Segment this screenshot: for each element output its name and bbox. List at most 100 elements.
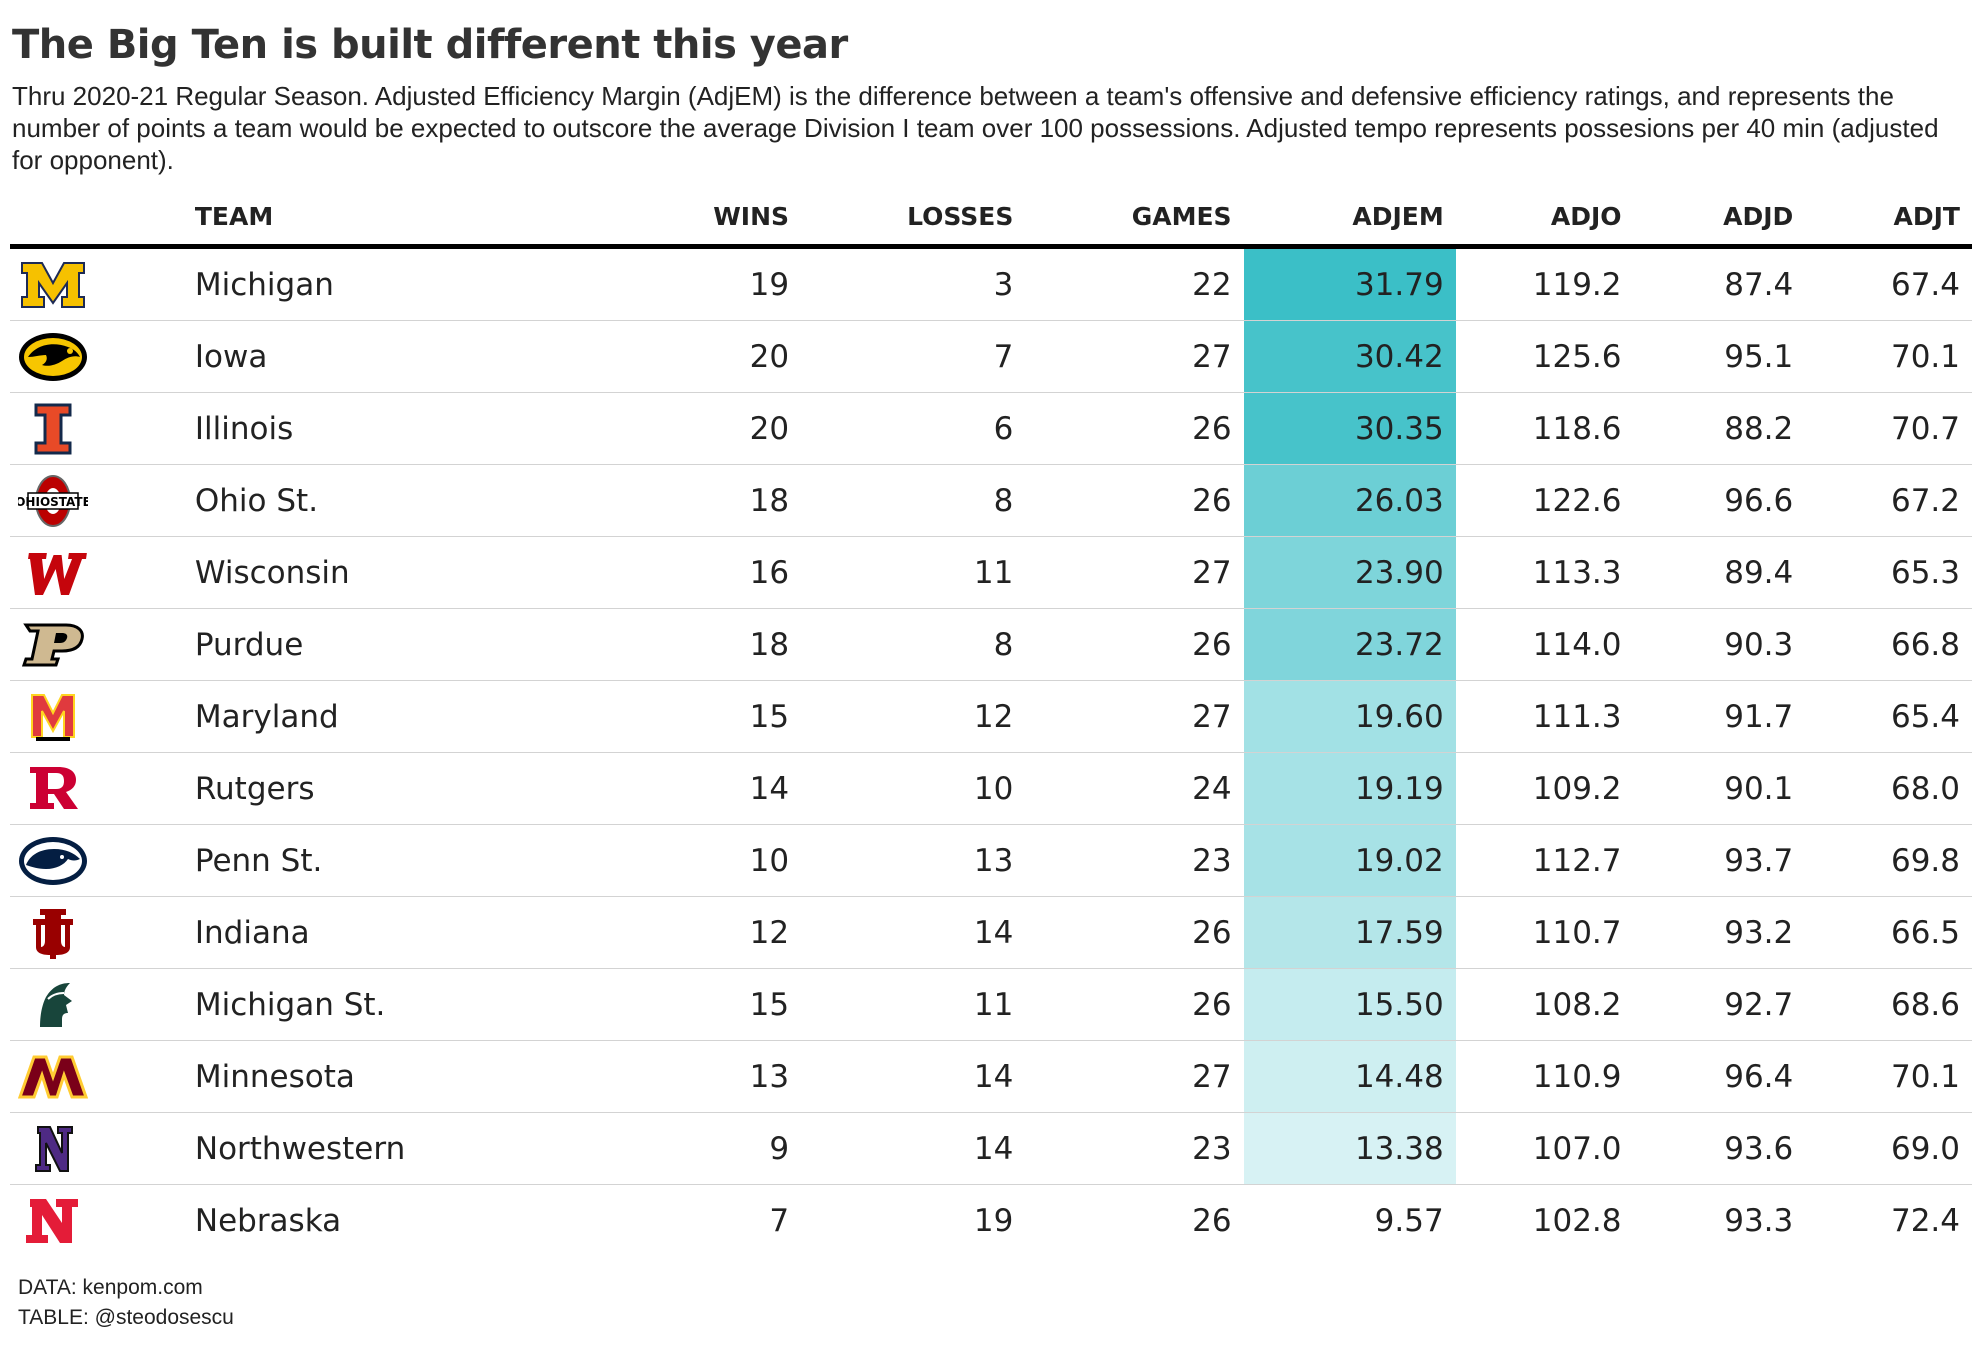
team-name: Penn St. (194, 824, 559, 897)
games-cell: 26 (1025, 464, 1244, 537)
team-logo (10, 246, 195, 321)
table-row: Nebraska 7 19 26 9.57 102.8 93.3 72.4 (10, 1185, 1972, 1257)
michigan-state-logo (40, 982, 72, 1027)
adjt-cell: 67.2 (1805, 464, 1972, 537)
team-logo (10, 320, 195, 393)
adjt-cell: 70.1 (1805, 320, 1972, 393)
adjd-cell: 96.6 (1633, 464, 1806, 537)
ohio-state-logo: OHIOSTATE (18, 474, 88, 527)
adjem-cell: 26.03 (1243, 464, 1456, 537)
games-cell: 27 (1025, 320, 1244, 393)
team-name: Michigan St. (194, 968, 559, 1041)
wins-cell: 13 (558, 1040, 802, 1113)
wins-cell: 18 (558, 608, 802, 681)
games-cell: 27 (1025, 680, 1244, 753)
adjd-cell: 87.4 (1633, 246, 1806, 321)
losses-cell: 3 (801, 246, 1026, 321)
team-name: Purdue (194, 608, 559, 681)
games-cell: 27 (1025, 536, 1244, 609)
table-row: Michigan St. 15 11 26 15.50 108.2 92.7 68.6 (10, 968, 1972, 1041)
adjem-cell: 17.59 (1243, 896, 1456, 969)
michigan-logo (21, 261, 85, 308)
adjd-cell: 93.2 (1633, 896, 1806, 969)
table-row: Wisconsin 16 11 27 23.90 113.3 89.4 65.3 (10, 536, 1972, 609)
losses-cell: 10 (801, 752, 1026, 825)
adjo-cell: 111.3 (1455, 680, 1634, 753)
adjd-cell: 89.4 (1633, 536, 1806, 609)
adjt-cell: 68.6 (1805, 968, 1972, 1041)
wins-cell: 9 (558, 1112, 802, 1185)
table-row: Indiana 12 14 26 17.59 110.7 93.2 66.5 (10, 896, 1972, 969)
adjo-cell: 108.2 (1455, 968, 1634, 1041)
maryland-logo (31, 693, 75, 741)
losses-cell: 19 (973, 1202, 1014, 1239)
adjo-cell: 125.6 (1455, 320, 1634, 393)
adjd-cell: 91.7 (1633, 680, 1806, 753)
chart-subtitle: Thru 2020-21 Regular Season. Adjusted Ef… (12, 81, 1939, 175)
losses-cell: 6 (801, 392, 1026, 465)
adjt-cell: 72.4 (1890, 1202, 1960, 1239)
team-name: Michigan (194, 246, 559, 321)
games-cell: 22 (1025, 246, 1244, 321)
footer-data-source: DATA: kenpom.com (18, 1276, 203, 1299)
wins-cell: 14 (558, 752, 802, 825)
adjo-cell: 114.0 (1455, 608, 1634, 681)
wins-cell: 15 (558, 968, 802, 1041)
losses-cell: 14 (801, 896, 1026, 969)
header-wins: WINS (713, 201, 790, 231)
adjd-cell: 96.4 (1633, 1040, 1806, 1113)
games-cell: 26 (1025, 968, 1244, 1041)
wins-cell: 10 (558, 824, 802, 897)
team-logo: OHIOSTATE (10, 464, 195, 537)
header-row: TEAM WINS LOSSES GAMES ADJEM ADJO ADJD A… (10, 188, 1972, 247)
team-name: Illinois (194, 392, 559, 465)
losses-cell: 7 (801, 320, 1026, 393)
table-row: Northwestern 9 14 23 13.38 107.0 93.6 69.0 (10, 1112, 1972, 1185)
adjem-cell: 23.90 (1243, 536, 1456, 609)
adjo-cell: 113.3 (1455, 536, 1634, 609)
team-name: Maryland (194, 680, 559, 753)
adjt-cell: 65.3 (1805, 536, 1972, 609)
header-adjt: ADJT (1893, 201, 1960, 231)
table-row: Illinois 20 6 26 30.35 118.6 88.2 70.7 (10, 392, 1972, 465)
wins-cell: 20 (558, 392, 802, 465)
header-adjem: ADJEM (1352, 201, 1444, 231)
games-cell: 26 (1025, 392, 1244, 465)
adjt-cell: 68.0 (1805, 752, 1972, 825)
team-logo (10, 752, 195, 825)
chart-title: The Big Ten is built different this year (12, 22, 848, 68)
losses-cell: 12 (801, 680, 1026, 753)
svg-text:OHIOSTATE: OHIOSTATE (18, 495, 88, 509)
adjem-cell: 19.02 (1243, 824, 1456, 897)
adjo-cell: 119.2 (1455, 246, 1634, 321)
adjd-cell: 90.1 (1633, 752, 1806, 825)
adjt-cell: 70.7 (1805, 392, 1972, 465)
adjo-cell: 122.6 (1455, 464, 1634, 537)
table-row: Maryland 15 12 27 19.60 111.3 91.7 65.4 (10, 680, 1972, 753)
losses-cell: 8 (801, 464, 1026, 537)
team-logo (10, 392, 195, 465)
losses-cell: 14 (801, 1112, 1026, 1185)
adjem-cell: 19.19 (1243, 752, 1456, 825)
team-logo (10, 536, 195, 609)
games-cell: 27 (1025, 1040, 1244, 1113)
northwestern-logo (35, 1125, 73, 1172)
table-row: Penn St. 10 13 23 19.02 112.7 93.7 69.8 (10, 824, 1972, 897)
adjem-cell: 15.50 (1243, 968, 1456, 1041)
adjo-cell: 102.8 (1532, 1202, 1622, 1239)
adjo-cell: 107.0 (1455, 1112, 1634, 1185)
games-cell: 24 (1025, 752, 1244, 825)
adjd-cell: 92.7 (1633, 968, 1806, 1041)
adjem-cell: 30.42 (1243, 320, 1456, 393)
losses-cell: 11 (801, 968, 1026, 1041)
table-row: OHIOSTATE Ohio St. 18 8 26 26.03 122.6 96.6 67.2 (10, 464, 1972, 537)
minnesota-logo (18, 1055, 88, 1098)
header-adjo: ADJO (1550, 201, 1622, 231)
header-adjd: ADJD (1723, 201, 1794, 231)
indiana-logo (33, 908, 73, 959)
adjd-cell: 93.3 (1724, 1202, 1794, 1239)
penn-state-logo (19, 836, 87, 885)
wins-cell: 12 (558, 896, 802, 969)
iowa-logo (19, 332, 87, 381)
